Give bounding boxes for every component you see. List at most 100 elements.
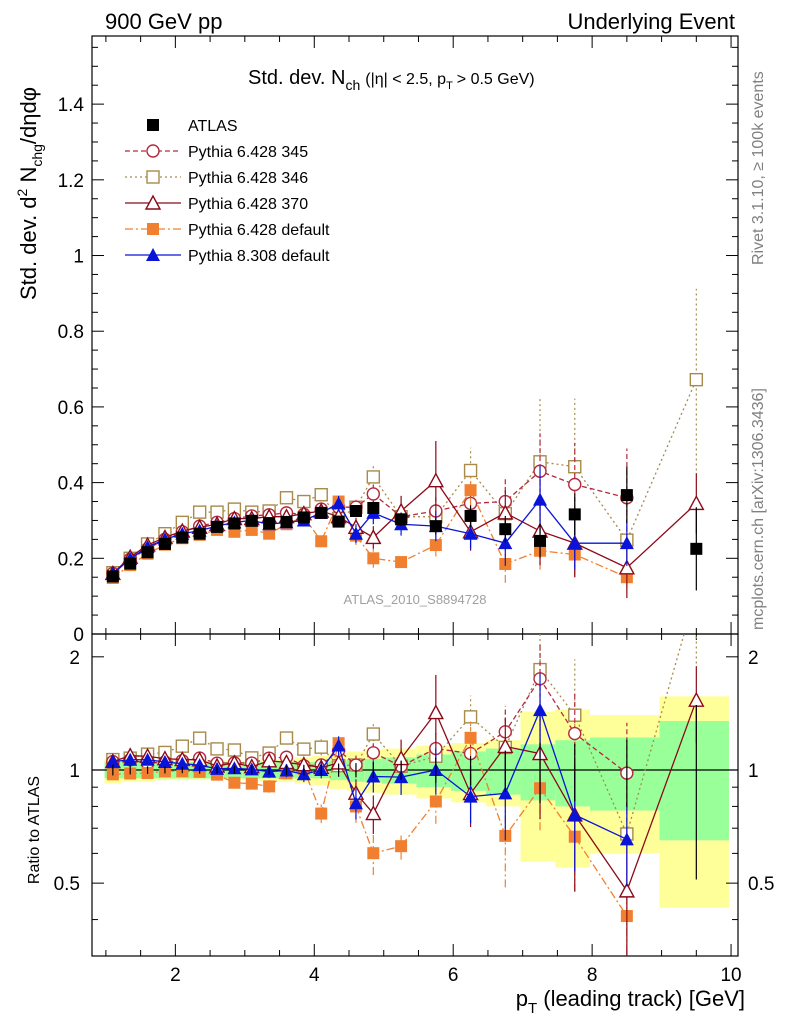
top-y-tick-label: 1.2 — [58, 171, 84, 192]
data-point-atlas — [620, 489, 633, 502]
data-point-atlas — [315, 506, 328, 519]
data-point-atlas — [245, 514, 258, 527]
ratio-uncertainty-bands — [92, 696, 738, 908]
data-point-p8 — [331, 496, 346, 510]
data-point-atlas — [211, 520, 224, 533]
x-axis-title: pT (leading track) [GeV] — [516, 986, 745, 1017]
data-point-atlas — [395, 513, 408, 526]
data-point-p345 — [366, 487, 381, 501]
bottom-y-tick-label-left: 2 — [69, 648, 80, 669]
data-point-atlas — [280, 515, 293, 528]
analysis-label: ATLAS_2010_S8894728 — [344, 592, 487, 607]
bottom-y-axis-title: Ratio to ATLAS — [26, 776, 43, 884]
top-axis-ticks: 0 0.2 0.4 0.6 0.8 1 1.2 1.4 — [58, 36, 738, 646]
bottom-y-tick-label-right: 2 — [748, 648, 759, 669]
legend-label: Pythia 8.308 default — [188, 248, 330, 265]
top-y-tick-label: 1.4 — [58, 95, 85, 116]
data-point-atlas — [141, 546, 154, 559]
title-cuts: (|η| < 2.5, p — [365, 71, 446, 88]
x-tick-label: 8 — [587, 965, 598, 986]
data-point-p8 — [498, 536, 513, 550]
data-point-p370 — [618, 559, 636, 575]
ratio-point-p8 — [140, 752, 155, 766]
data-point-p346 — [314, 488, 328, 502]
ratio-point-p8 — [192, 758, 207, 772]
data-point-pdef — [367, 552, 380, 565]
top-series-layer — [104, 288, 705, 599]
ratio-point-pdef — [228, 776, 241, 789]
data-point-p8 — [348, 526, 363, 540]
data-point-atlas — [124, 557, 137, 570]
xlabel-main: p — [516, 986, 528, 1011]
data-point-atlas — [263, 517, 276, 530]
bottom-y-tick-label-right: 1 — [748, 761, 759, 782]
ratio-point-pdef — [429, 795, 442, 808]
data-point-atlas — [349, 504, 362, 517]
ratio-point-p370 — [365, 805, 382, 821]
data-point-atlas — [464, 509, 477, 522]
data-point-p8 — [619, 536, 634, 550]
ratio-point-p8 — [619, 832, 634, 846]
legend-label: Pythia 6.428 default — [188, 222, 330, 239]
legend-marker — [147, 223, 159, 235]
ratio-point-p8 — [533, 703, 548, 717]
data-point-pdef — [395, 556, 408, 569]
ylabel-part-a: Std. dev. d — [16, 196, 41, 300]
legend-entry-pdef: Pythia 6.428 default — [125, 222, 330, 239]
data-point-p8 — [567, 536, 582, 550]
data-point-atlas — [499, 523, 512, 536]
data-point-atlas — [228, 517, 241, 530]
ratio-point-pdef — [464, 731, 477, 744]
ratio-point-p370 — [427, 704, 445, 720]
data-point-atlas — [158, 537, 171, 550]
data-point-pdef — [464, 484, 477, 497]
bottom-panel: 2 4 6 8 10 0.5 0.5 1 1 2 2 — [54, 633, 774, 986]
legend-marker — [146, 170, 160, 184]
mcplots-label: mcplots.cern.ch [arXiv:1306.3436] — [750, 388, 767, 630]
ratio-point-p370 — [618, 882, 636, 898]
data-point-atlas — [534, 534, 547, 547]
data-point-p346 — [463, 463, 478, 478]
bottom-y-tick-label-left: 0.5 — [54, 874, 80, 895]
data-point-pdef — [315, 535, 328, 548]
ratio-point-p8 — [463, 789, 478, 803]
x-tick-label: 2 — [170, 965, 181, 986]
ratio-point-p346 — [210, 742, 224, 756]
x-tick-label: 4 — [309, 965, 320, 986]
data-point-atlas — [193, 527, 206, 540]
top-panel: 0 0.2 0.4 0.6 0.8 1 1.2 1.4 — [58, 35, 739, 646]
ratio-point-p8 — [105, 754, 120, 768]
ratio-point-pdef — [263, 780, 276, 793]
legend-marker — [146, 144, 160, 158]
data-point-atlas — [690, 542, 703, 555]
legend-entry-p345: Pythia 6.428 345 — [125, 144, 308, 161]
bottom-series-layer — [104, 634, 705, 956]
top-y-axis-title: Std. dev. d2 Nchg/dηdφ — [14, 87, 45, 300]
ratio-point-p8 — [175, 756, 190, 770]
band-inner-bin — [659, 720, 729, 841]
legend-marker — [144, 194, 162, 210]
data-point-atlas — [332, 515, 345, 528]
ratio-point-p346 — [314, 740, 328, 754]
ratio-point-p8 — [348, 796, 363, 810]
data-point-p346 — [192, 505, 207, 519]
ratio-point-pdef — [245, 777, 258, 790]
legend-label: Pythia 6.428 345 — [188, 144, 308, 161]
ratio-point-p346 — [192, 731, 207, 745]
ratio-point-pdef — [315, 807, 328, 820]
ratio-point-p346 — [463, 710, 478, 724]
data-point-p8 — [533, 492, 548, 506]
legend: ATLAS Pythia 6.428 345 Pythia 6.428 346 Pyt… — [125, 118, 330, 265]
ratio-point-pdef — [367, 847, 380, 860]
ylabel-sup: 2 — [14, 188, 30, 196]
top-y-tick-label: 1 — [73, 247, 84, 268]
ratio-point-p8 — [567, 807, 582, 821]
x-tick-label: 6 — [448, 965, 459, 986]
title-cuts-end: > 0.5 GeV) — [457, 71, 535, 88]
bottom-panel-frame — [91, 633, 739, 957]
ratio-point-p8 — [498, 786, 513, 800]
ratio-point-p345 — [568, 726, 582, 741]
data-point-atlas — [106, 570, 119, 583]
top-y-tick-label: 0.8 — [58, 322, 84, 343]
xlabel-sub: T — [528, 1000, 537, 1017]
